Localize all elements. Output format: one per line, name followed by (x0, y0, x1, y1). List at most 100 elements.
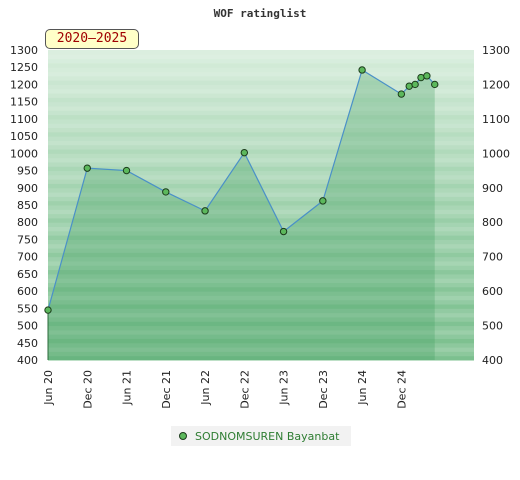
y-tick-label: 500 (17, 320, 38, 333)
band (48, 205, 474, 210)
band (48, 140, 474, 146)
band (48, 50, 474, 55)
band (48, 144, 474, 150)
data-point (397, 90, 406, 98)
band (48, 278, 474, 283)
band (48, 295, 474, 301)
band (48, 260, 474, 266)
y-tick-label: 600 (17, 285, 38, 298)
band (48, 338, 474, 344)
band (48, 235, 474, 240)
band (48, 93, 474, 98)
band (48, 88, 474, 94)
band (48, 187, 474, 193)
data-point (423, 72, 431, 80)
band (48, 170, 474, 176)
band (48, 269, 474, 275)
band (48, 286, 474, 292)
data-point (83, 164, 91, 172)
y-tick-label: 550 (17, 302, 38, 315)
y-tick-label: 1300 (10, 44, 38, 57)
y-tick-label: 750 (17, 233, 38, 246)
band (48, 131, 474, 137)
y-tick-label-right: 600 (482, 285, 503, 298)
y-tick-label: 700 (17, 251, 38, 264)
y-tick-label: 400 (17, 354, 38, 367)
band (48, 179, 474, 184)
band (48, 114, 474, 120)
y-tick-label-right: 1200 (482, 78, 510, 91)
band (48, 54, 474, 60)
data-point (431, 80, 439, 89)
y-tick-label: 1100 (10, 113, 38, 126)
y-tick-label: 450 (17, 337, 38, 350)
band (48, 67, 474, 73)
legend[interactable]: SODNOMSUREN Bayanbat (171, 426, 351, 446)
band (48, 75, 474, 81)
band (48, 196, 474, 202)
band (48, 136, 474, 141)
y-tick-label: 1150 (10, 96, 38, 109)
band (48, 213, 474, 219)
band (48, 252, 474, 258)
y-tick-label-right: 1000 (482, 147, 510, 160)
x-tick-label: Dec 23 (317, 370, 330, 409)
x-tick-label: Dec 21 (160, 370, 173, 409)
y-axis-right: 400 500 600 700 800 900 1000 1100 1200 1300 (482, 44, 510, 367)
band (48, 200, 474, 206)
area-fill (48, 69, 435, 360)
band (48, 321, 474, 327)
band (48, 312, 474, 318)
band (48, 325, 474, 331)
data-point (122, 166, 131, 175)
band (48, 62, 474, 68)
band (48, 226, 474, 232)
band (48, 222, 474, 228)
y-axis-left: 400 450 500 550 600 650 700 750 800 850 900 950 1000… (10, 44, 38, 367)
band (48, 149, 474, 154)
x-tick-label: Jun 23 (278, 370, 291, 406)
band (48, 265, 474, 271)
x-tick-label: Dec 20 (81, 370, 94, 409)
y-tick-label-right: 700 (482, 251, 503, 264)
x-tick-label: Jun 20 (42, 370, 55, 406)
band (48, 342, 474, 348)
x-tick-label: Jun 24 (356, 370, 369, 406)
data-point (201, 207, 209, 215)
band (48, 166, 474, 172)
band (48, 161, 474, 167)
y-tick-label: 800 (17, 216, 38, 229)
data-point (240, 148, 249, 157)
data-point (279, 227, 288, 236)
x-tick-label: Jun 21 (121, 370, 134, 406)
data-point (162, 188, 170, 196)
band (48, 273, 474, 279)
y-tick-label: 1050 (10, 130, 38, 143)
x-tick-label: Dec 24 (395, 370, 408, 409)
band (48, 209, 474, 215)
band (48, 118, 474, 124)
data-point (358, 66, 366, 74)
band (48, 58, 474, 64)
x-tick-label: Dec 22 (238, 370, 251, 409)
band (48, 334, 474, 339)
y-tick-label-right: 800 (482, 216, 503, 229)
band (48, 230, 474, 236)
band (48, 105, 474, 111)
band (48, 153, 474, 159)
band (48, 256, 474, 262)
y-tick-label: 950 (17, 165, 38, 178)
band (48, 101, 474, 107)
y-tick-label-right: 400 (482, 354, 503, 367)
y-tick-label-right: 500 (482, 320, 503, 333)
x-axis: Jun 20 Dec 20 Jun 21 Dec 21 Jun 22 Dec 22 Jun … (42, 370, 408, 409)
band (48, 127, 474, 133)
band (48, 110, 474, 116)
band (48, 282, 474, 288)
band (48, 123, 474, 128)
band (48, 84, 474, 90)
y-tick-label-right: 1300 (482, 44, 510, 57)
period-badge: 2020–2025 (45, 29, 139, 49)
data-markers (44, 66, 439, 314)
band (48, 355, 474, 361)
